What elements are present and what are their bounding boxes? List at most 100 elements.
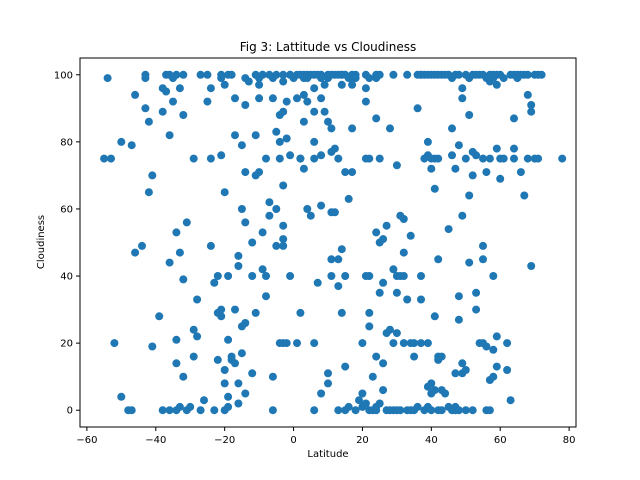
data-point [131, 90, 140, 99]
data-point [348, 80, 357, 89]
data-point [458, 84, 467, 93]
data-point [179, 111, 188, 119]
data-point [482, 168, 491, 177]
data-point [189, 352, 198, 361]
data-point [479, 154, 487, 163]
data-point [155, 312, 164, 321]
data-point [468, 171, 477, 180]
plot-frame [79, 57, 577, 428]
data-point [503, 366, 512, 374]
data-point [189, 325, 198, 334]
data-point [268, 372, 277, 381]
data-point [310, 154, 319, 163]
data-point [303, 97, 312, 106]
data-point [200, 396, 208, 405]
data-point [503, 339, 512, 348]
data-point [458, 359, 467, 368]
data-point [268, 406, 277, 415]
y-tick-label: 0 [67, 406, 73, 417]
data-point [317, 74, 326, 83]
data-point [468, 406, 477, 415]
data-point [262, 154, 270, 163]
data-point [444, 225, 453, 234]
data-point [299, 117, 308, 126]
data-point [389, 70, 398, 79]
x-tick-label: −40 [145, 435, 166, 446]
x-axis-label: Latitude [307, 449, 348, 460]
data-point [237, 205, 246, 213]
data-point [310, 339, 319, 348]
data-point [227, 352, 236, 361]
data-point [172, 70, 181, 79]
data-point [434, 154, 443, 163]
data-point [458, 94, 467, 103]
data-point [258, 265, 267, 274]
data-point [227, 70, 236, 79]
data-point [403, 70, 412, 79]
data-point [206, 84, 215, 93]
data-point [417, 272, 425, 280]
data-point [341, 168, 350, 177]
data-point [231, 359, 239, 368]
data-point [182, 218, 191, 227]
data-point [337, 308, 346, 317]
y-axis: 0 20 40 60 80 100 [54, 70, 80, 417]
data-point [210, 406, 219, 415]
data-point [220, 80, 229, 89]
data-point [465, 258, 474, 267]
data-point [461, 154, 470, 163]
data-point [203, 97, 212, 106]
data-point [334, 255, 343, 264]
data-point [324, 379, 332, 388]
data-point [485, 154, 494, 163]
data-point [320, 80, 329, 89]
data-point [144, 117, 153, 126]
data-point [148, 342, 157, 351]
data-point [237, 349, 246, 358]
data-point [110, 339, 119, 348]
data-point [458, 211, 467, 220]
data-point [489, 345, 498, 354]
data-point [427, 164, 436, 173]
data-point [282, 339, 291, 348]
data-point [427, 379, 436, 388]
data-point [220, 366, 229, 374]
data-point [392, 329, 401, 338]
data-point [454, 141, 463, 150]
data-point [172, 335, 181, 344]
data-point [423, 339, 432, 348]
data-point [427, 406, 436, 415]
data-point [399, 339, 408, 348]
data-point [355, 396, 363, 405]
data-point [172, 359, 181, 368]
data-point [375, 154, 384, 163]
data-point [251, 308, 260, 317]
data-point [441, 389, 450, 398]
data-point [103, 74, 112, 83]
data-point [348, 124, 357, 133]
points-layer [100, 70, 567, 415]
data-point [399, 215, 408, 223]
data-point [320, 107, 329, 116]
data-point [213, 355, 222, 364]
data-point [210, 278, 219, 287]
data-point [351, 406, 360, 415]
data-point [265, 198, 274, 207]
data-point [382, 221, 391, 230]
data-point [461, 366, 470, 374]
data-point [334, 282, 343, 291]
data-point [520, 191, 529, 200]
data-point [365, 74, 374, 83]
data-point [472, 288, 481, 297]
data-point [299, 164, 308, 173]
data-point [317, 201, 326, 210]
data-point [499, 154, 508, 163]
data-point [454, 70, 463, 79]
data-point [437, 406, 446, 415]
data-point [272, 205, 281, 213]
data-point [472, 151, 481, 160]
data-point [268, 94, 277, 103]
x-tick-label: −20 [214, 435, 235, 446]
data-point [361, 399, 370, 408]
data-point [448, 124, 456, 133]
